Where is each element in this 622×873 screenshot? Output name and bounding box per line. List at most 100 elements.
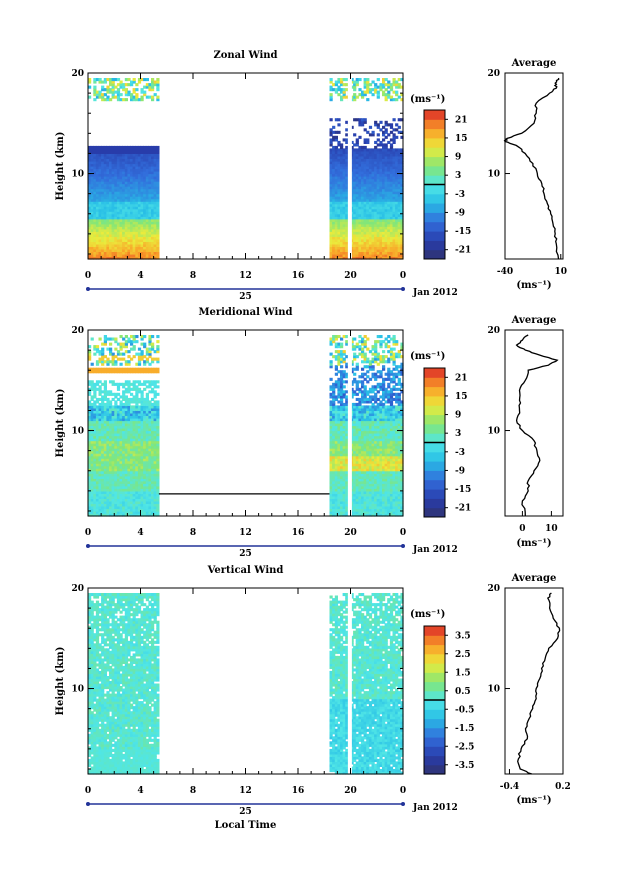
heatmap-cell: [111, 203, 115, 207]
heatmap-cell: [332, 145, 336, 149]
heatmap-cell: [130, 228, 134, 232]
heatmap-cell: [340, 468, 344, 472]
heatmap-cell: [114, 423, 118, 427]
heatmap-cell: [95, 478, 100, 482]
heatmap-cell: [135, 186, 139, 190]
heatmap-cell: [389, 243, 394, 247]
heatmap-cell: [119, 500, 123, 504]
heatmap-cell: [340, 345, 344, 349]
heatmap-cell: [151, 345, 155, 349]
heatmap-cell: [124, 256, 128, 260]
heatmap-cell: [366, 191, 370, 195]
heatmap-cell: [400, 213, 404, 217]
heatmap-cell: [95, 485, 100, 489]
heatmap-cell: [342, 412, 346, 416]
heatmap-cell: [140, 153, 144, 157]
heatmap-cell: [103, 191, 107, 195]
heatmap-cell: [90, 221, 94, 225]
heatmap-cell: [130, 397, 134, 401]
heatmap-cell: [114, 425, 118, 429]
heatmap-cell: [334, 198, 338, 202]
heatmap-cell: [101, 420, 105, 424]
heatmap-cell: [130, 485, 134, 489]
heatmap-cell: [366, 211, 370, 215]
heatmap-cell: [340, 357, 344, 361]
heatmap-cell: [340, 95, 344, 99]
heatmap-cell: [106, 337, 110, 341]
heatmap-cell: [389, 143, 394, 147]
heatmap-cell: [143, 228, 147, 232]
heatmap-cell: [132, 238, 136, 242]
heatmap-cell: [103, 168, 107, 172]
heatmap-cell: [101, 221, 105, 225]
heatmap-cell: [101, 505, 105, 509]
heatmap-cell: [140, 493, 144, 497]
heatmap-cell: [376, 213, 380, 217]
heatmap-cell: [95, 95, 100, 99]
heatmap-cell: [384, 216, 388, 220]
heatmap-cell: [143, 193, 147, 197]
heatmap-cell: [353, 218, 357, 222]
heatmap-cell: [334, 478, 338, 482]
heatmap-cell: [106, 360, 110, 364]
heatmap-cell: [340, 493, 344, 497]
heatmap-cell: [119, 243, 123, 247]
heatmap-cell: [145, 213, 149, 217]
heatmap-cell: [350, 203, 354, 207]
heatmap-cell: [374, 226, 378, 230]
heatmap-cell: [334, 161, 338, 165]
heatmap-cell: [340, 365, 344, 369]
heatmap-cell: [119, 211, 123, 215]
heatmap-cell: [140, 193, 144, 197]
heatmap-cell: [103, 511, 107, 515]
heatmap-cell: [334, 405, 338, 409]
heatmap-cell: [103, 425, 107, 429]
heatmap-cell: [368, 233, 373, 237]
heatmap-cell: [400, 223, 404, 227]
heatmap-cell: [88, 241, 92, 245]
heatmap-cell: [109, 208, 113, 212]
heatmap-cell: [122, 248, 126, 252]
heatmap-cell: [135, 223, 139, 227]
heatmap-cell: [148, 382, 152, 386]
heatmap-cell: [111, 460, 115, 464]
heatmap-cell: [98, 155, 102, 159]
heatmap-cell: [103, 470, 107, 474]
heatmap-cell: [103, 166, 107, 170]
heatmap-cell: [143, 448, 147, 452]
heatmap-cell: [103, 80, 107, 84]
heatmap-cell: [368, 158, 373, 162]
heatmap-cell: [124, 513, 128, 517]
heatmap-cell: [137, 367, 142, 371]
heatmap-cell: [111, 191, 115, 195]
heatmap-cell: [143, 161, 147, 165]
heatmap-cell: [130, 206, 134, 210]
heatmap-cell: [153, 418, 157, 422]
heatmap-cell: [358, 213, 362, 217]
heatmap-cell: [135, 490, 139, 494]
heatmap-cell: [111, 468, 115, 472]
heatmap-cell: [111, 158, 115, 162]
heatmap-cell: [329, 118, 333, 122]
heatmap-cell: [101, 88, 105, 92]
heatmap-cell: [342, 93, 346, 97]
heatmap-cell: [111, 208, 115, 212]
heatmap-cell: [334, 248, 338, 252]
heatmap-cell: [106, 490, 110, 494]
heatmap-cell: [400, 98, 404, 102]
heatmap-cell: [384, 93, 388, 97]
heatmap-cell: [130, 233, 134, 237]
heatmap-cell: [143, 201, 147, 205]
heatmap-cell: [119, 347, 123, 351]
heatmap-cell: [135, 203, 139, 207]
heatmap-cell: [389, 85, 394, 89]
heatmap-cell: [368, 90, 373, 94]
heatmap-cell: [332, 248, 336, 252]
heatmap-cell: [361, 186, 365, 190]
heatmap-cell: [103, 231, 107, 235]
heatmap-cell: [340, 176, 344, 180]
heatmap-cell: [143, 475, 147, 479]
heatmap-cell: [387, 243, 391, 247]
heatmap-cell: [151, 468, 155, 472]
heatmap-cell: [124, 425, 128, 429]
